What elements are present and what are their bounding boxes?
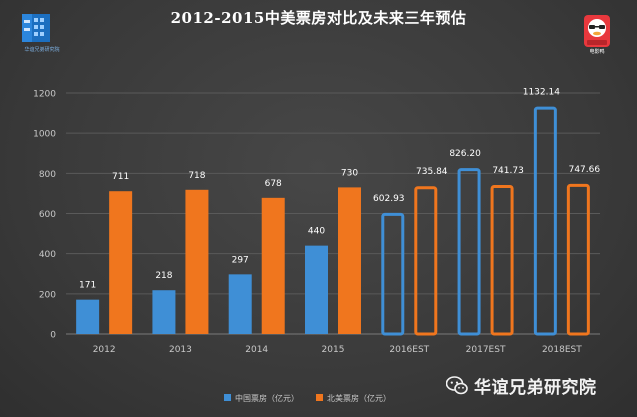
china-bar bbox=[76, 299, 100, 334]
y-tick-label: 400 bbox=[39, 250, 56, 260]
data-label: 747.66 bbox=[569, 165, 601, 175]
na-bar bbox=[109, 191, 133, 334]
na-bar-est bbox=[566, 183, 590, 336]
data-label: 440 bbox=[308, 227, 325, 237]
left-logo-caption: 华谊兄弟研究院 bbox=[24, 47, 60, 53]
data-label: 730 bbox=[341, 168, 358, 178]
x-tick-label: 2017EST bbox=[466, 345, 506, 355]
china-bar-est bbox=[533, 106, 557, 336]
x-tick-label: 2016EST bbox=[389, 345, 429, 355]
right-logo-caption: 电影鸭 bbox=[589, 49, 605, 55]
watermark-text: 华谊兄弟研究院 bbox=[474, 378, 597, 398]
duck-mascot-icon bbox=[584, 15, 610, 47]
y-tick-label: 0 bbox=[50, 331, 56, 341]
china-bar bbox=[152, 290, 176, 334]
china-bar-est bbox=[381, 212, 405, 336]
x-tick-label: 2015 bbox=[322, 345, 345, 355]
na-bar bbox=[185, 189, 209, 334]
data-label: 602.93 bbox=[373, 194, 405, 204]
x-tick-label: 2012 bbox=[93, 345, 116, 355]
data-label: 711 bbox=[112, 172, 129, 182]
building-icon bbox=[22, 14, 50, 42]
x-tick-label: 2018EST bbox=[542, 345, 582, 355]
legend-label-na: 北美票房（亿元） bbox=[327, 393, 391, 403]
na-bar-est bbox=[414, 186, 438, 336]
huayi-logo: 华谊兄弟研究院 bbox=[12, 10, 64, 58]
data-label: 297 bbox=[232, 255, 249, 265]
legend-label-china: 中国票房（亿元） bbox=[235, 393, 299, 403]
y-tick-label: 600 bbox=[39, 210, 56, 220]
y-tick-label: 200 bbox=[39, 290, 56, 300]
x-tick-label: 2014 bbox=[245, 345, 268, 355]
data-label: 718 bbox=[188, 171, 205, 181]
x-tick-label: 2013 bbox=[169, 345, 192, 355]
data-label: 678 bbox=[265, 179, 282, 189]
y-tick-label: 800 bbox=[39, 170, 56, 180]
china-bar bbox=[228, 274, 252, 334]
na-bar-est bbox=[490, 185, 514, 336]
chart-title: 2012-2015中美票房对比及未来三年预估 bbox=[170, 9, 467, 27]
na-bar bbox=[338, 187, 361, 334]
legend-swatch-china bbox=[224, 394, 231, 401]
data-label: 741.73 bbox=[492, 166, 524, 176]
na-bar bbox=[261, 197, 285, 334]
china-bar-est bbox=[457, 168, 481, 336]
data-label: 171 bbox=[79, 281, 96, 291]
data-label: 735.84 bbox=[416, 167, 448, 177]
duck-logo: 电影鸭 bbox=[583, 14, 611, 55]
y-tick-label: 1000 bbox=[33, 130, 56, 140]
data-label: 826.20 bbox=[449, 149, 481, 159]
china-bar bbox=[305, 245, 328, 334]
wechat-icon bbox=[446, 376, 468, 395]
y-tick-label: 1200 bbox=[33, 90, 56, 100]
data-label: 1132.14 bbox=[523, 88, 560, 98]
wechat-watermark: 华谊兄弟研究院 bbox=[446, 373, 597, 398]
data-label: 218 bbox=[155, 271, 172, 281]
legend-swatch-na bbox=[316, 394, 323, 401]
